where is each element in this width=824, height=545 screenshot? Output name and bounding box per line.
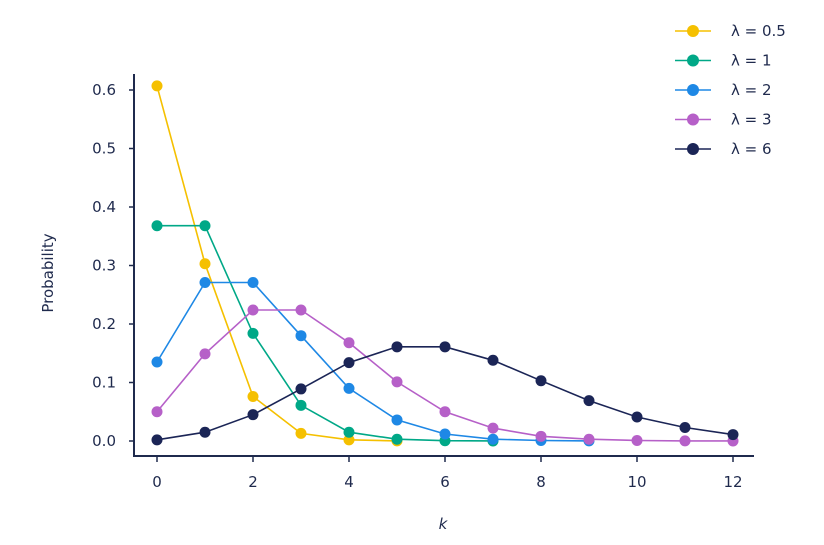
legend-item: λ = 0.5 xyxy=(675,22,786,40)
data-point xyxy=(679,422,691,434)
legend-marker xyxy=(687,54,699,67)
y-tick-label: 0.6 xyxy=(92,81,116,99)
x-tick-label: 6 xyxy=(440,473,450,491)
legend-item: λ = 6 xyxy=(675,140,772,158)
y-tick-label: 0.2 xyxy=(92,315,116,333)
data-point xyxy=(439,341,451,353)
legend-item: λ = 1 xyxy=(675,52,772,70)
y-tick-label: 0.0 xyxy=(92,432,116,450)
legend-marker xyxy=(687,143,699,155)
data-point xyxy=(295,304,307,316)
legend-marker xyxy=(687,25,699,37)
data-point xyxy=(391,376,403,388)
legend-item: λ = 2 xyxy=(675,81,772,99)
data-point xyxy=(343,382,355,394)
data-point xyxy=(295,330,307,342)
data-point xyxy=(391,341,403,353)
y-tick-label: 0.4 xyxy=(92,198,116,216)
legend-label: λ = 1 xyxy=(731,52,772,70)
x-tick-label: 8 xyxy=(536,473,546,491)
x-axis-title: k xyxy=(439,515,449,533)
data-point xyxy=(199,220,211,232)
data-point xyxy=(487,354,499,366)
series-line xyxy=(156,281,590,442)
data-point xyxy=(247,304,259,316)
legend-marker xyxy=(687,113,699,126)
data-point xyxy=(439,406,451,418)
y-tick-label: 0.1 xyxy=(92,374,116,392)
x-tick-label: 12 xyxy=(723,473,742,491)
data-point xyxy=(295,399,307,411)
data-point xyxy=(151,434,163,446)
data-point xyxy=(343,337,355,349)
x-tick-label: 0 xyxy=(152,473,162,491)
data-point xyxy=(487,422,499,434)
data-point xyxy=(535,430,547,442)
legend-label: λ = 2 xyxy=(731,81,772,99)
data-point xyxy=(343,426,355,438)
data-point xyxy=(151,220,163,232)
data-point xyxy=(583,395,595,407)
data-point xyxy=(199,348,211,360)
data-point xyxy=(247,391,259,403)
y-tick-label: 0.3 xyxy=(92,257,116,275)
legend-label: λ = 0.5 xyxy=(731,22,786,40)
data-point xyxy=(391,414,403,426)
data-point xyxy=(295,427,307,439)
data-point xyxy=(487,433,499,445)
data-point xyxy=(631,411,643,423)
series-2 xyxy=(151,220,499,447)
series-5 xyxy=(151,341,739,446)
data-point xyxy=(151,80,163,92)
x-ticks: 0 2 4 6 8 10 12 xyxy=(152,456,743,491)
data-point xyxy=(295,383,307,395)
x-tick-label: 2 xyxy=(248,473,258,491)
data-point xyxy=(727,429,739,441)
data-point xyxy=(199,258,211,270)
x-tick-label: 10 xyxy=(627,473,646,491)
series-layer xyxy=(151,80,739,447)
series-1 xyxy=(151,80,403,447)
data-point xyxy=(151,356,163,368)
y-ticks: 0.0 0.1 0.2 0.3 0.4 0.5 0.6 xyxy=(92,81,134,450)
data-point xyxy=(679,435,691,447)
y-axis-title: Probability xyxy=(39,233,57,312)
axes xyxy=(133,74,754,457)
data-point xyxy=(343,434,355,446)
data-point xyxy=(631,435,643,447)
data-point xyxy=(247,409,259,421)
data-point xyxy=(151,406,163,418)
data-point xyxy=(199,426,211,438)
data-point xyxy=(199,276,211,288)
series-line xyxy=(156,85,398,442)
series-4 xyxy=(151,304,739,447)
legend-marker xyxy=(687,84,699,96)
data-point xyxy=(439,428,451,440)
data-point xyxy=(247,327,259,339)
data-point xyxy=(247,276,259,288)
data-point xyxy=(343,357,355,369)
series-line xyxy=(156,309,733,442)
legend-label: λ = 3 xyxy=(731,111,772,129)
series-line xyxy=(156,345,734,441)
legend-label: λ = 6 xyxy=(731,140,772,158)
data-point xyxy=(535,375,547,387)
series-line xyxy=(157,224,494,442)
legend: λ = 0.5 λ = 1 λ = 2 λ = 3 λ = 6 xyxy=(675,22,786,158)
legend-item: λ = 3 xyxy=(675,111,772,129)
data-point xyxy=(583,433,595,445)
data-point xyxy=(391,433,403,445)
y-tick-label: 0.5 xyxy=(92,140,116,158)
x-tick-label: 4 xyxy=(344,473,354,491)
